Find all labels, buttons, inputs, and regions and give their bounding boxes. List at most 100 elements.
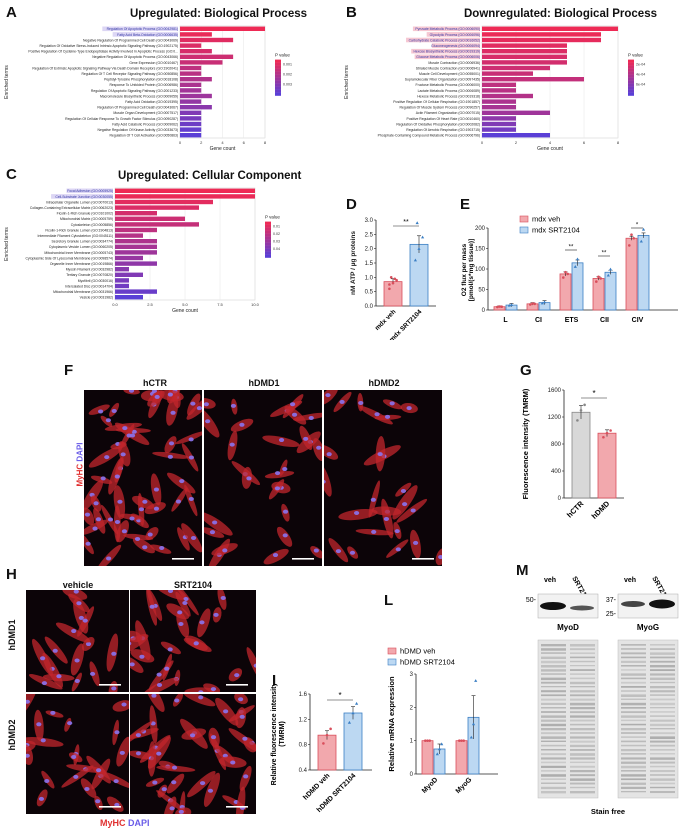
gel-band: [621, 660, 646, 663]
nucleus: [412, 540, 419, 545]
blot-band: [649, 599, 675, 609]
gel-band: [541, 656, 566, 660]
gel-band: [570, 728, 595, 731]
gel-band: [541, 749, 566, 751]
nucleus: [151, 694, 157, 698]
data-point: [421, 235, 425, 239]
nucleus: [167, 590, 174, 593]
myotube-cell: [171, 487, 188, 512]
legend-swatch: [628, 65, 634, 69]
nucleus: [26, 699, 30, 704]
gel-band: [541, 681, 566, 684]
y-axis-label: Relative fluorescence intensity: [271, 684, 278, 785]
y-axis-label: Relative mRNA expression: [387, 676, 396, 772]
gel-band: [650, 673, 675, 676]
gel-band: [570, 782, 595, 785]
nucleus: [106, 556, 112, 561]
gel-band: [650, 774, 675, 776]
data-point: [496, 305, 499, 309]
y-axis-label: Enriched terms: [344, 65, 350, 99]
label-highlight: [414, 54, 480, 60]
gel-band: [570, 744, 595, 748]
legend-swatch: [275, 71, 281, 75]
nucleus: [170, 410, 176, 415]
enrichment-bar: [115, 244, 157, 249]
legend-swatch: [275, 65, 281, 69]
nucleus: [67, 721, 73, 726]
y-tick-label: 0.5: [365, 290, 374, 296]
stain-legend: MyHC DAPI: [100, 818, 150, 828]
nucleus: [41, 681, 48, 686]
scale-bar: [226, 806, 248, 808]
gel-band: [541, 757, 566, 760]
nucleus: [40, 738, 46, 743]
legend-swatch: [275, 59, 281, 63]
nucleus: [324, 479, 326, 484]
data-point: [609, 429, 612, 432]
nucleus: [78, 615, 84, 620]
nucleus: [122, 426, 128, 431]
term-label: Secretory Granule Lumen (GO:0034774): [52, 240, 113, 244]
data-point: [391, 281, 395, 285]
y-tick-label: 400: [551, 469, 562, 475]
image-label: hDMD1: [248, 378, 280, 388]
term-label: Fatty Acid Oxidation (GO:0019395): [125, 100, 178, 104]
gel-band: [570, 669, 595, 671]
y-tick-label: 0.4: [299, 768, 308, 774]
term-label: Macromolecule Biosynthetic Process (GO:0…: [100, 94, 178, 98]
term-label: Muscle Contraction (GO:0006936): [428, 61, 480, 65]
term-label: Response To Unfolded Protein (GO:0006986…: [109, 83, 178, 87]
label-highlight: [411, 48, 480, 54]
nucleus: [95, 517, 102, 522]
term-label: Regulation Of Oxidative Stress-Induced I…: [39, 44, 178, 48]
data-point: [531, 302, 534, 305]
enrichment-bar: [482, 26, 618, 31]
panel-letter: I: [272, 672, 277, 689]
gel-band: [541, 694, 566, 697]
data-point: [641, 227, 646, 231]
y-tick-label: 0.0: [365, 304, 374, 310]
sig-label: *: [338, 691, 341, 700]
gel-band: [621, 673, 646, 676]
gel-band: [621, 669, 646, 671]
microscopy-image: [324, 390, 442, 566]
enrichment-bar: [180, 26, 265, 31]
nucleus: [325, 393, 331, 398]
y-tick-label: 150: [475, 247, 486, 253]
blot-band: [570, 605, 594, 611]
legend-tick: 4e-04: [636, 73, 645, 77]
term-label: Regulation Of T Cell Receptor Signaling …: [81, 72, 178, 76]
term-label: Muscle Cell Development (GO:0055001): [419, 72, 480, 76]
bar: [409, 243, 429, 307]
blot-name: MyoD: [557, 623, 579, 632]
nucleus: [135, 751, 142, 756]
nucleus: [189, 733, 196, 738]
x-tick-label: MyoG: [455, 776, 474, 795]
gel-band: [570, 694, 595, 697]
myotube-cell: [166, 396, 179, 426]
bar: [597, 432, 617, 499]
gel-band: [570, 660, 595, 663]
y-tick-label: 1600: [548, 388, 562, 394]
gel-band: [541, 732, 566, 735]
gel-band: [621, 736, 646, 738]
panel-letter: M: [516, 562, 529, 579]
x-tick-label: 2.5: [147, 302, 153, 307]
myotube-cell: [119, 513, 141, 520]
gel-band: [541, 774, 566, 777]
nucleus: [316, 445, 322, 450]
term-label: Mitochondrial Membrane (GO:0031966): [53, 290, 113, 294]
blot-band: [540, 602, 566, 610]
legend-swatch: [265, 251, 271, 255]
nucleus: [93, 501, 99, 506]
nucleus: [188, 496, 194, 501]
nucleus: [199, 620, 205, 625]
panel-letter: A: [6, 4, 17, 21]
lane-label: veh: [544, 577, 556, 584]
enrichment-bar: [180, 32, 212, 37]
gel-band: [570, 656, 595, 659]
term-label: Cell-Substrate Junction (GO:0030055): [55, 195, 113, 199]
data-point: [417, 247, 421, 250]
x-tick-label: 7.5: [217, 302, 223, 307]
